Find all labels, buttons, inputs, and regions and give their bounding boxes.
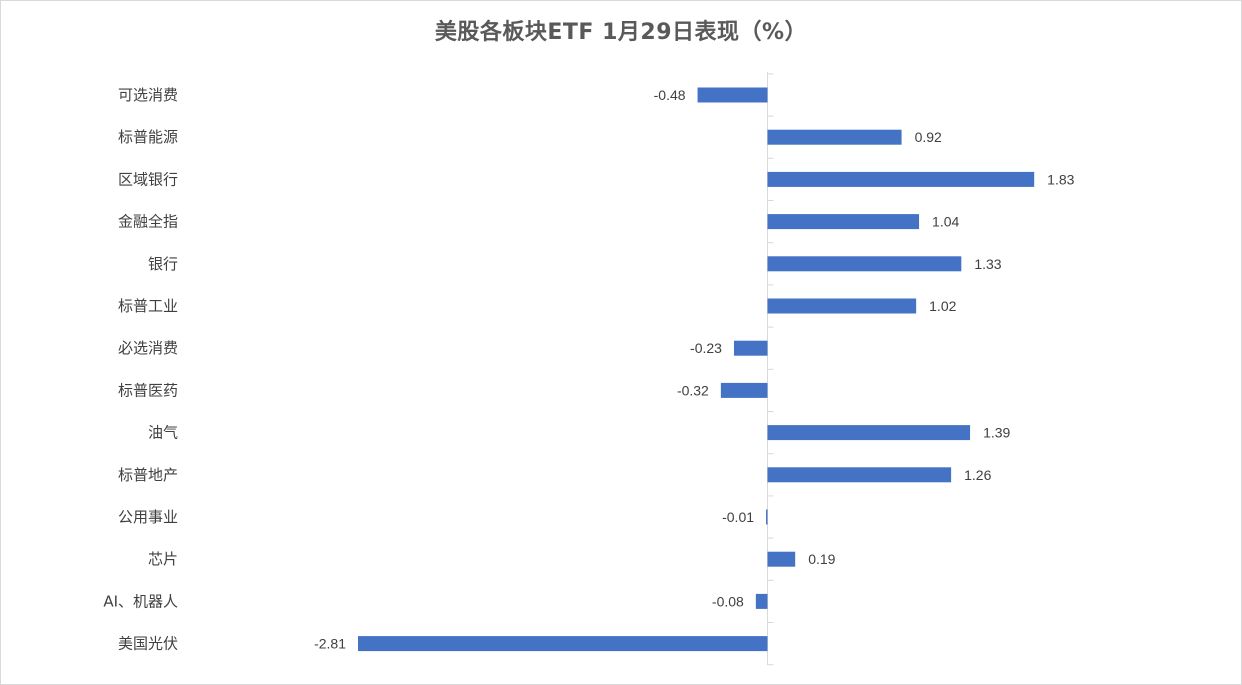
data-label: 0.92 (915, 129, 942, 145)
bar (697, 87, 768, 103)
data-label: 1.39 (983, 425, 1010, 441)
data-label: -0.01 (722, 509, 754, 525)
bar (733, 340, 768, 356)
bar (767, 298, 917, 314)
category-label: AI、机器人 (103, 592, 178, 610)
category-label: 可选消费 (118, 86, 178, 104)
bar (767, 256, 962, 272)
data-label: -2.81 (314, 636, 346, 652)
category-label: 标普工业 (118, 297, 178, 315)
category-label: 公用事业 (118, 508, 178, 526)
bar (767, 551, 796, 567)
chart-title: 美股各板块ETF 1月29日表现（%） (434, 20, 808, 45)
category-label: 美国光伏 (118, 635, 178, 653)
data-label: 1.83 (1047, 171, 1074, 187)
category-label: 芯片 (148, 550, 178, 568)
bar (720, 382, 768, 398)
data-label: 1.26 (964, 467, 991, 483)
data-label: 1.02 (929, 298, 956, 314)
category-label: 必选消费 (118, 339, 178, 357)
data-label: 1.04 (932, 214, 959, 230)
data-label: -0.48 (654, 87, 686, 103)
category-label: 金融全指 (118, 213, 178, 231)
data-label: -0.08 (712, 593, 744, 609)
bar (358, 636, 768, 652)
bar (767, 214, 920, 230)
category-label: 标普能源 (118, 128, 178, 146)
category-label: 油气 (148, 424, 178, 442)
category-label: 银行 (148, 255, 178, 273)
bar (767, 129, 902, 145)
data-label: -0.23 (690, 340, 722, 356)
bar (766, 509, 768, 525)
category-label: 区域银行 (118, 170, 178, 188)
category-label: 标普地产 (118, 466, 178, 484)
bar (767, 425, 971, 441)
data-label: -0.32 (677, 382, 709, 398)
data-label: 1.33 (974, 256, 1001, 272)
category-label: 标普医药 (118, 381, 178, 399)
data-label: 0.19 (808, 551, 835, 567)
bar (767, 171, 1035, 187)
bar (755, 593, 768, 609)
bar (767, 467, 952, 483)
